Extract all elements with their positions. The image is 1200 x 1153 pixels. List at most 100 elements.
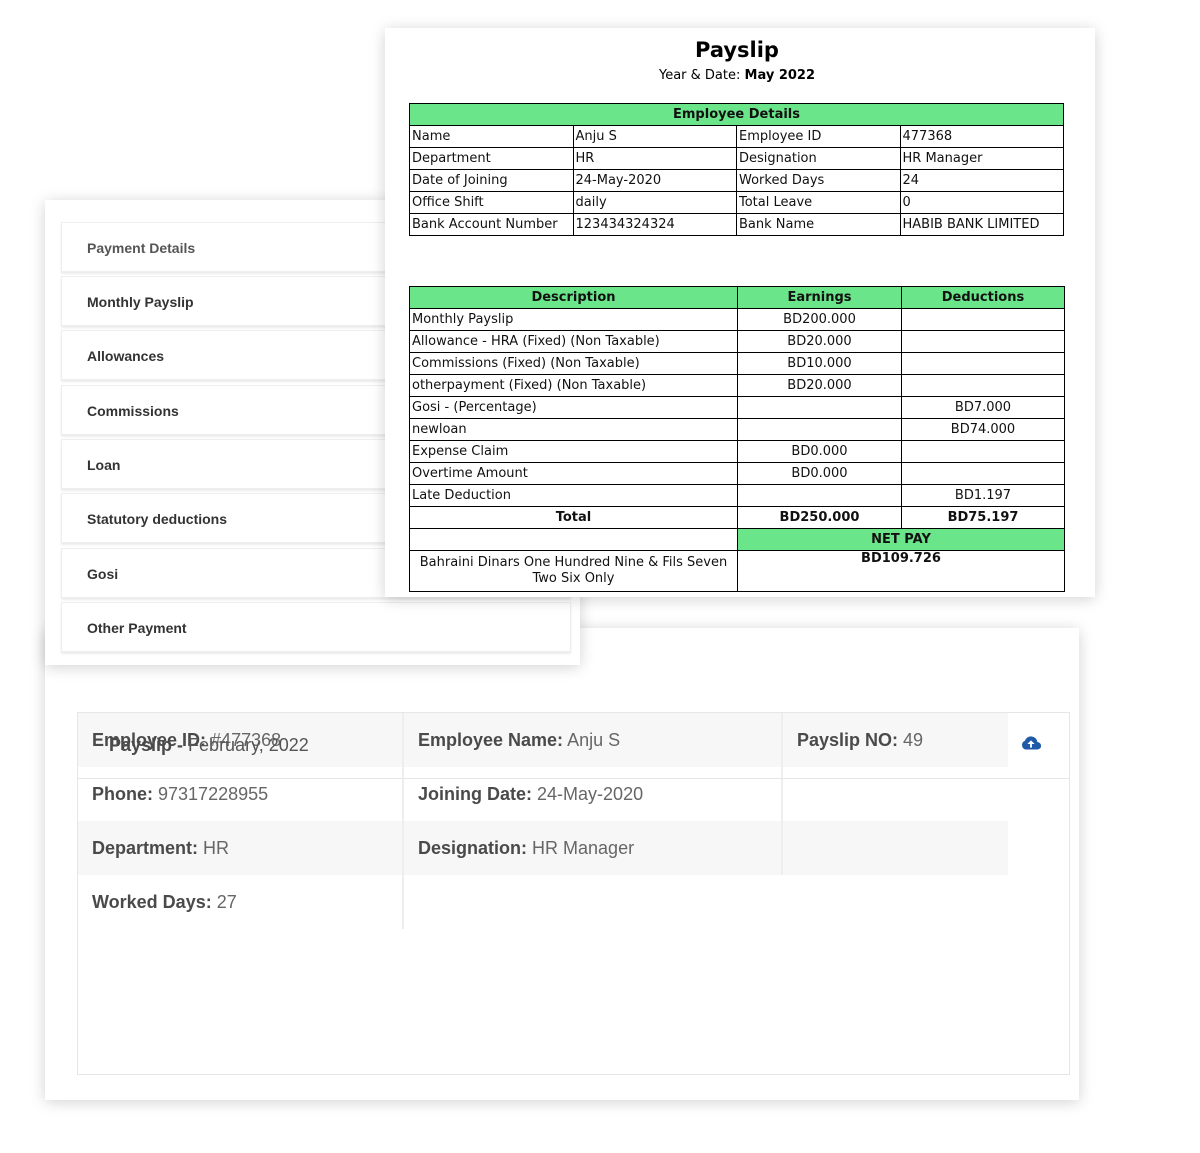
line-item-cell: Allowance - HRA (Fixed) (Non Taxable) xyxy=(409,330,738,353)
table-header: Employee Details xyxy=(409,103,1064,126)
line-item-row: otherpayment (Fixed) (Non Taxable) BD20.0… xyxy=(409,374,1065,397)
line-item-row: Commissions (Fixed) (Non Taxable) BD10.00… xyxy=(409,352,1065,375)
employee-cell: HR Manager xyxy=(899,147,1064,170)
field-value: HR xyxy=(203,837,230,858)
employee-cell: 24-May-2020 xyxy=(572,169,737,192)
details-row: Employee ID: #477368 Employee Name: Anju … xyxy=(78,713,1008,767)
details-table: Employee ID: #477368 Employee Name: Anju … xyxy=(78,713,1008,929)
employee-cell: Date of Joining xyxy=(409,169,574,192)
line-item-cell xyxy=(901,352,1065,375)
download-icon[interactable] xyxy=(1020,733,1042,755)
line-item-cell: BD10.000 xyxy=(737,352,902,375)
line-item-cell: BD0.000 xyxy=(737,462,902,485)
total-row: Total BD250.000 BD75.197 xyxy=(409,506,1065,529)
panel-header: Payslip - February, 2022 xyxy=(78,713,1069,779)
details-cell xyxy=(403,875,782,929)
field-label: Department: xyxy=(92,837,199,858)
title-label: Payslip - xyxy=(109,735,184,755)
employee-cell: 0 xyxy=(899,191,1064,214)
details-cell: Joining Date: 24-May-2020 xyxy=(403,767,783,821)
total-cell: BD250.000 xyxy=(737,506,902,529)
line-item-cell xyxy=(901,330,1065,353)
employee-cell: Total Leave xyxy=(736,191,901,214)
employee-cell: 123434324324 xyxy=(572,213,737,236)
employee-table: Employee Details Name Anju S Employee ID 477… xyxy=(409,103,1064,236)
amount-words: Bahraini Dinars One Hundred Nine & Fils … xyxy=(409,550,738,592)
line-item-row: Expense Claim BD0.000 xyxy=(409,440,1065,463)
employee-row: Office Shift daily Total Leave 0 xyxy=(409,191,1064,214)
line-item-cell xyxy=(737,396,902,419)
employee-row: Date of Joining 24-May-2020 Worked Days 24 xyxy=(409,169,1064,192)
doc-title: Payslip xyxy=(695,38,779,62)
line-item-cell: BD20.000 xyxy=(737,374,902,397)
line-item-cell: Late Deduction xyxy=(409,484,738,507)
employee-cell: Bank Account Number xyxy=(409,213,574,236)
field-label: Employee ID: xyxy=(92,729,207,750)
details-cell: Department: HR xyxy=(78,821,404,875)
employee-cell: daily xyxy=(572,191,737,214)
line-item-cell: otherpayment (Fixed) (Non Taxable) xyxy=(409,374,738,397)
title-period: February, 2022 xyxy=(188,735,309,755)
details-cell: Worked Days: 27 xyxy=(78,875,404,929)
line-item-row: Gosi - (Percentage) BD7.000 xyxy=(409,396,1065,419)
line-item-row: Allowance - HRA (Fixed) (Non Taxable) BD2… xyxy=(409,330,1065,353)
column-header: Earnings xyxy=(737,286,902,309)
line-item-cell: BD0.000 xyxy=(737,440,902,463)
line-item-cell: BD7.000 xyxy=(901,396,1065,419)
employee-cell: Anju S xyxy=(572,125,737,148)
details-cell: Designation: HR Manager xyxy=(403,821,783,875)
field-label: Designation: xyxy=(418,837,528,858)
date-value: May 2022 xyxy=(744,68,816,83)
payslip-card: Payslip - February, 2022 Employee ID: #4… xyxy=(45,628,1079,1100)
field-value: 49 xyxy=(903,729,924,750)
details-cell: Payslip NO: 49 xyxy=(782,713,1008,767)
net-pay-label: NET PAY xyxy=(737,528,1065,551)
line-item-cell xyxy=(901,462,1065,485)
line-item-cell: Overtime Amount xyxy=(409,462,738,485)
employee-row: Bank Account Number 123434324324 Bank Name… xyxy=(409,213,1064,236)
employee-cell: Employee ID xyxy=(736,125,901,148)
net-pay-row: NET PAY xyxy=(409,528,1065,551)
line-item-cell xyxy=(737,484,902,507)
line-item-cell xyxy=(737,418,902,441)
column-header: Deductions xyxy=(901,286,1065,309)
employee-cell: HR xyxy=(572,147,737,170)
net-pay-value: BD109.726 xyxy=(737,550,1065,592)
employee-cell: 24 xyxy=(899,169,1064,192)
line-item-cell: Commissions (Fixed) (Non Taxable) xyxy=(409,352,738,375)
sidebar-item[interactable]: Other Payment xyxy=(61,601,571,652)
field-label: Worked Days: xyxy=(92,891,212,912)
field-label: Joining Date: xyxy=(418,783,533,804)
line-item-cell xyxy=(901,374,1065,397)
employee-cell: HABIB BANK LIMITED xyxy=(899,213,1064,236)
field-label: Payslip NO: xyxy=(797,729,899,750)
field-value: 27 xyxy=(216,891,237,912)
line-item-cell: Monthly Payslip xyxy=(409,308,738,331)
payslip-document: Payslip Year & Date: May 2022 Employee D… xyxy=(385,28,1095,597)
line-item-cell: Expense Claim xyxy=(409,440,738,463)
line-item-row: newloan BD74.000 xyxy=(409,418,1065,441)
doc-date: Year & Date: May 2022 xyxy=(385,68,1089,83)
employee-cell: Designation xyxy=(736,147,901,170)
line-item-row: Late Deduction BD1.197 xyxy=(409,484,1065,507)
blank-cell xyxy=(409,528,738,551)
employee-cell: Worked Days xyxy=(736,169,901,192)
employee-cell: Department xyxy=(409,147,574,170)
net-pay-value-row: Bahraini Dinars One Hundred Nine & Fils … xyxy=(409,550,1065,592)
line-item-cell xyxy=(901,308,1065,331)
details-cell: Phone: 97317228955 xyxy=(78,767,404,821)
details-row: Department: HR Designation: HR Manager xyxy=(78,821,1008,875)
line-item-cell xyxy=(901,440,1065,463)
total-cell: Total xyxy=(409,506,738,529)
details-cell xyxy=(782,821,1008,875)
employee-row: Name Anju S Employee ID 477368 xyxy=(409,125,1064,148)
panel-title: Payslip - February, 2022 xyxy=(109,735,309,756)
employee-cell: 477368 xyxy=(899,125,1064,148)
line-item-cell: BD1.197 xyxy=(901,484,1065,507)
date-label: Year & Date: xyxy=(658,68,741,83)
payslip-panel: Payslip - February, 2022 Employee ID: #4… xyxy=(77,712,1070,1075)
details-row: Phone: 97317228955 Joining Date: 24-May-2… xyxy=(78,767,1008,821)
employee-row: Department HR Designation HR Manager xyxy=(409,147,1064,170)
details-row: Worked Days: 27 xyxy=(78,875,1008,929)
